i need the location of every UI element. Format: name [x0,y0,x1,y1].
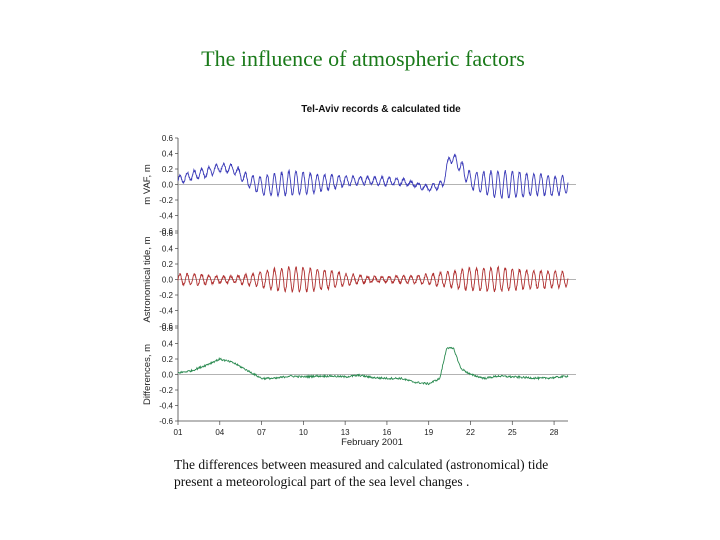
series-line-astronomical [177,265,569,294]
y-tick-label: -0.2 [159,386,173,395]
y-tick-label: -0.2 [159,196,173,205]
series-line-difference [177,346,569,386]
x-tick-label: 22 [466,428,475,437]
y-label-astronomical: Astronomical tide, m [142,236,153,322]
y-tick-label: -0.4 [159,402,173,411]
y-tick-label: 0.4 [162,150,174,159]
x-tick-label: 01 [174,428,183,437]
y-tick-label: 0.2 [162,355,174,364]
slide-title: The influence of atmospheric factors [201,46,525,71]
panel-astronomical: 0.6 0.4 0.2 0.0 -0.2 -0.4 -0.6 [159,229,576,331]
x-tick-label: 16 [382,428,391,437]
y-tick-label: 0.4 [162,340,174,349]
x-tick-label: 04 [215,428,224,437]
caption-line-2: present a meteorological part of the sea… [174,474,470,489]
y-tick-label: -0.6 [159,417,173,426]
y-tick-label: -0.6 [159,322,173,331]
caption-line-1: The differences between measured and cal… [174,457,549,472]
y-tick-label: 0.6 [162,134,174,143]
x-tick-label: 28 [550,428,559,437]
y-tick-label: -0.6 [159,227,173,236]
y-tick-label: -0.4 [159,307,173,316]
x-tick-label: 25 [508,428,517,437]
y-tick-label: 0.2 [162,260,174,269]
y-tick-label: -0.4 [159,212,173,221]
chart-panels: 0.60.40.20.0-0.2-0.4-0.60.60.40.20.0-0.2… [159,134,576,426]
x-tick-label: 10 [299,428,308,437]
x-tick-label: 19 [424,428,433,437]
panel-measured: 0.6 0.4 0.2 0.0 -0.2 -0.4 -0.6 [159,134,576,236]
x-tick-label: 07 [257,428,266,437]
chart-title: Tel-Aviv records & calculated tide [301,104,461,115]
series-line-measured [177,153,569,199]
x-axis: 01 04 07 10 13 16 19 22 25 28 [174,421,559,437]
y-tick-label: 0.4 [162,245,174,254]
x-tick-label: 13 [341,428,350,437]
y-tick-label: 0.2 [162,165,174,174]
y-tick-label: 0.6 [162,324,174,333]
y-tick-label: 0.0 [162,181,174,190]
x-axis-label: February 2001 [341,437,403,448]
panel-difference: 0.6 0.4 0.2 0.0 -0.2 -0.4 -0.6 [159,324,576,426]
caption: The differences between measured and cal… [174,456,614,490]
y-tick-label: 0.0 [162,371,174,380]
y-tick-label: 0.0 [162,276,174,285]
y-tick-label: -0.2 [159,291,173,300]
y-axis-labels: m VAF, m Astronomical tide, m Differences,… [142,164,153,405]
y-label-measured: m VAF, m [142,164,153,205]
y-tick-label: 0.6 [162,229,174,238]
y-label-difference: Differences, m [142,344,153,405]
